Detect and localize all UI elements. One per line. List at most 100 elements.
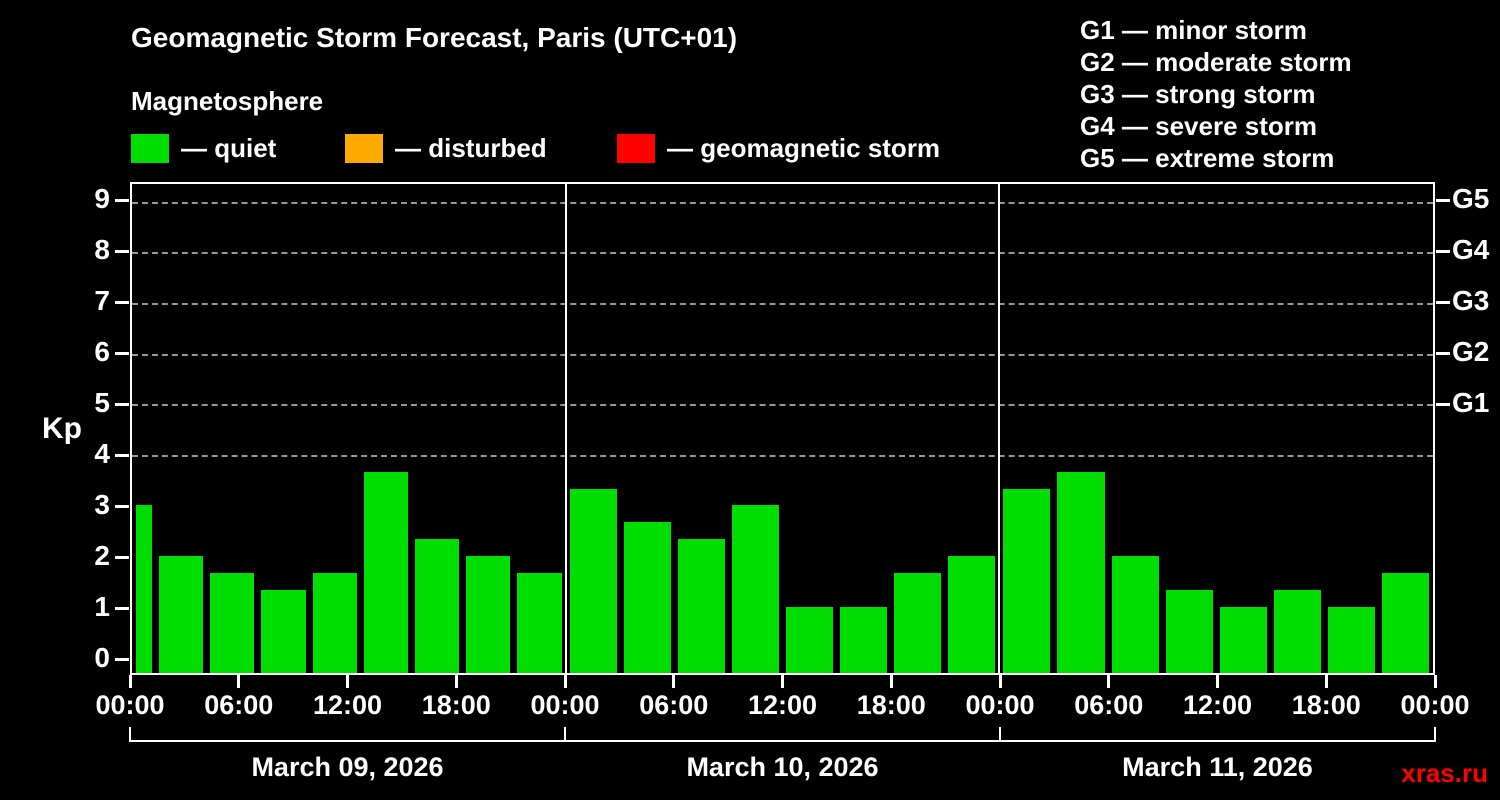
gridline-kp-5 [132,404,1433,407]
g-scale-axis-label-G3: G3 [1452,284,1490,316]
y-axis-tick-right [1436,198,1450,202]
y-axis-label-0: 0 [94,642,110,674]
kp-bar [1003,488,1051,673]
legend-label: — geomagnetic storm [667,133,941,163]
date-axis-tick [564,727,566,742]
g-scale-line-5: G5 — extreme storm [1080,143,1335,173]
g-scale-line-1: G1 — minor storm [1080,15,1307,45]
kp-bar [312,572,357,673]
x-axis-tick [1324,675,1328,688]
x-axis-time-label: 00:00 [1400,690,1470,720]
date-axis-line [130,740,1435,742]
x-axis-tick [672,675,676,688]
y-axis-label-9: 9 [94,182,110,214]
kp-bar [948,556,996,673]
kp-bar [363,471,409,673]
x-axis-time-label: 12:00 [312,690,383,720]
g-scale-axis-label-G2: G2 [1452,335,1490,367]
y-axis-label-4: 4 [94,438,110,470]
kp-bar [1219,606,1267,673]
g-scale-line-3: G3 — strong storm [1080,79,1316,109]
x-axis-tick [1433,675,1437,688]
kp-bar [731,505,779,673]
y-axis-label-7: 7 [94,284,110,316]
y-axis-tick [115,403,129,406]
kp-bar [415,539,460,673]
y-axis-tick [115,300,129,304]
day-bars-2 [566,184,1000,673]
date-label: March 10, 2026 [686,752,879,782]
kp-bar [785,606,834,673]
x-axis-tick [237,675,241,688]
kp-bar [517,572,562,673]
kp-bar [894,572,942,673]
date-axis-tick [1434,727,1436,742]
x-axis-tick [1216,675,1219,688]
legend-label: — quiet [181,133,277,163]
x-axis-time-label: 18:00 [1291,690,1361,720]
y-axis-label-8: 8 [94,233,110,265]
y-axis-tick [115,351,129,355]
gridline-kp-6 [132,353,1433,356]
y-axis-tick-right [1436,249,1450,253]
day-bars-3 [999,184,1433,673]
date-axis-tick [999,727,1001,742]
y-axis-tick-right [1436,403,1450,406]
y-axis-tick-right [1436,300,1450,304]
y-axis-tick [115,658,129,662]
x-axis-time-label: 00:00 [965,690,1035,720]
x-axis-tick [563,675,567,688]
legend-item-quiet: — quiet [131,133,276,164]
legend-swatch-icon [131,134,169,163]
x-axis-time-label: 12:00 [747,690,818,720]
day-divider [564,184,567,673]
x-axis-tick [781,675,784,688]
kp-bar [569,488,617,673]
subtitle-magnetosphere: Magnetosphere [131,86,324,116]
x-axis-tick [1107,675,1111,688]
kp-bar [1057,471,1105,673]
x-axis-tick [889,675,893,688]
x-axis-tick [346,675,349,688]
g-scale-line-2: G2 — moderate storm [1080,47,1352,77]
g-scale-axis-label-G5: G5 [1452,182,1490,214]
kp-bar [136,505,152,673]
legend-swatch-icon [617,134,655,163]
y-axis-tick [115,454,129,458]
y-axis-title: Kp [42,412,82,445]
watermark: xras.ru [1401,758,1488,788]
y-axis-label-6: 6 [94,335,110,367]
kp-bar [261,589,306,673]
legend-swatch-icon [345,134,383,163]
legend-label: — disturbed [395,133,547,163]
y-axis-label-2: 2 [94,540,110,572]
x-axis-time-label: 12:00 [1182,690,1253,720]
date-axis-tick [129,727,131,742]
page-title: Geomagnetic Storm Forecast, Paris (UTC+0… [131,22,738,53]
kp-bar [159,556,204,673]
y-axis-tick-right [1436,351,1450,355]
bars-area [132,184,1433,673]
legend-item-storm: — geomagnetic storm [617,133,940,164]
y-axis-tick [115,198,129,202]
y-axis-label-5: 5 [94,387,110,418]
y-axis-tick [115,556,129,560]
gridline-kp-9 [132,201,1433,204]
date-label: March 11, 2026 [1122,752,1313,782]
kp-bar [1111,556,1159,673]
y-axis-label-3: 3 [94,489,110,521]
x-axis-time-label: 00:00 [530,690,600,720]
g-scale-axis-label-G4: G4 [1452,233,1490,265]
x-axis-tick [128,675,132,688]
gridline-kp-7 [132,302,1433,305]
x-axis-tick [998,675,1002,688]
y-axis-tick [115,505,129,509]
plot-area [130,182,1435,675]
kp-bar [1165,589,1213,673]
kp-bar [840,606,888,673]
y-axis-label-1: 1 [94,591,110,623]
kp-bar [1273,589,1321,673]
x-axis-time-label: 00:00 [95,690,165,720]
x-axis-time-label: 18:00 [421,690,491,720]
